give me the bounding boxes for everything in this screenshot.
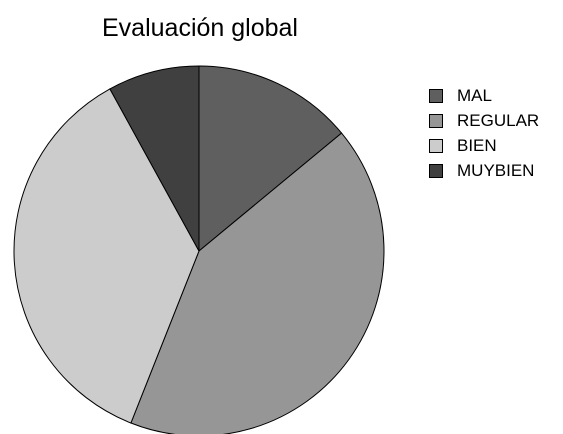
legend-item-mal: MAL [429, 83, 539, 108]
legend-label-muybien: MUYBIEN [457, 160, 535, 180]
legend: MAL REGULAR BIEN MUYBIEN [429, 83, 539, 183]
legend-label-bien: BIEN [457, 135, 497, 155]
legend-item-regular: REGULAR [429, 108, 539, 133]
legend-label-regular: REGULAR [457, 110, 540, 130]
legend-label-mal: MAL [457, 85, 492, 105]
pie-slice-muybien [109, 65, 200, 252]
legend-swatch-regular [429, 113, 443, 128]
chart-title: Evaluación global [102, 14, 298, 42]
legend-swatch-muybien [429, 163, 443, 178]
pie-slice-regular [130, 132, 385, 434]
legend-item-muybien: MUYBIEN [429, 158, 539, 183]
pie-plot-area [13, 65, 385, 434]
legend-swatch-bien [429, 138, 443, 153]
pie-slice-mal [198, 65, 343, 253]
pie-slice-bien [13, 88, 200, 424]
legend-item-bien: BIEN [429, 133, 539, 158]
legend-swatch-mal [429, 88, 443, 103]
